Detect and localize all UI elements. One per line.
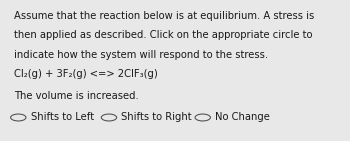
- Text: Assume that the reaction below is at equilibrium. A stress is: Assume that the reaction below is at equ…: [14, 11, 314, 21]
- Text: then applied as described. Click on the appropriate circle to: then applied as described. Click on the …: [14, 30, 312, 40]
- Text: Shifts to Right: Shifts to Right: [121, 113, 192, 123]
- Text: Cl₂(g) + 3F₂(g) <=> 2ClF₃(g): Cl₂(g) + 3F₂(g) <=> 2ClF₃(g): [14, 69, 158, 79]
- Text: No Change: No Change: [215, 113, 270, 123]
- Text: The volume is increased.: The volume is increased.: [14, 91, 139, 101]
- Text: Shifts to Left: Shifts to Left: [30, 113, 94, 123]
- Text: indicate how the system will respond to the stress.: indicate how the system will respond to …: [14, 50, 268, 60]
